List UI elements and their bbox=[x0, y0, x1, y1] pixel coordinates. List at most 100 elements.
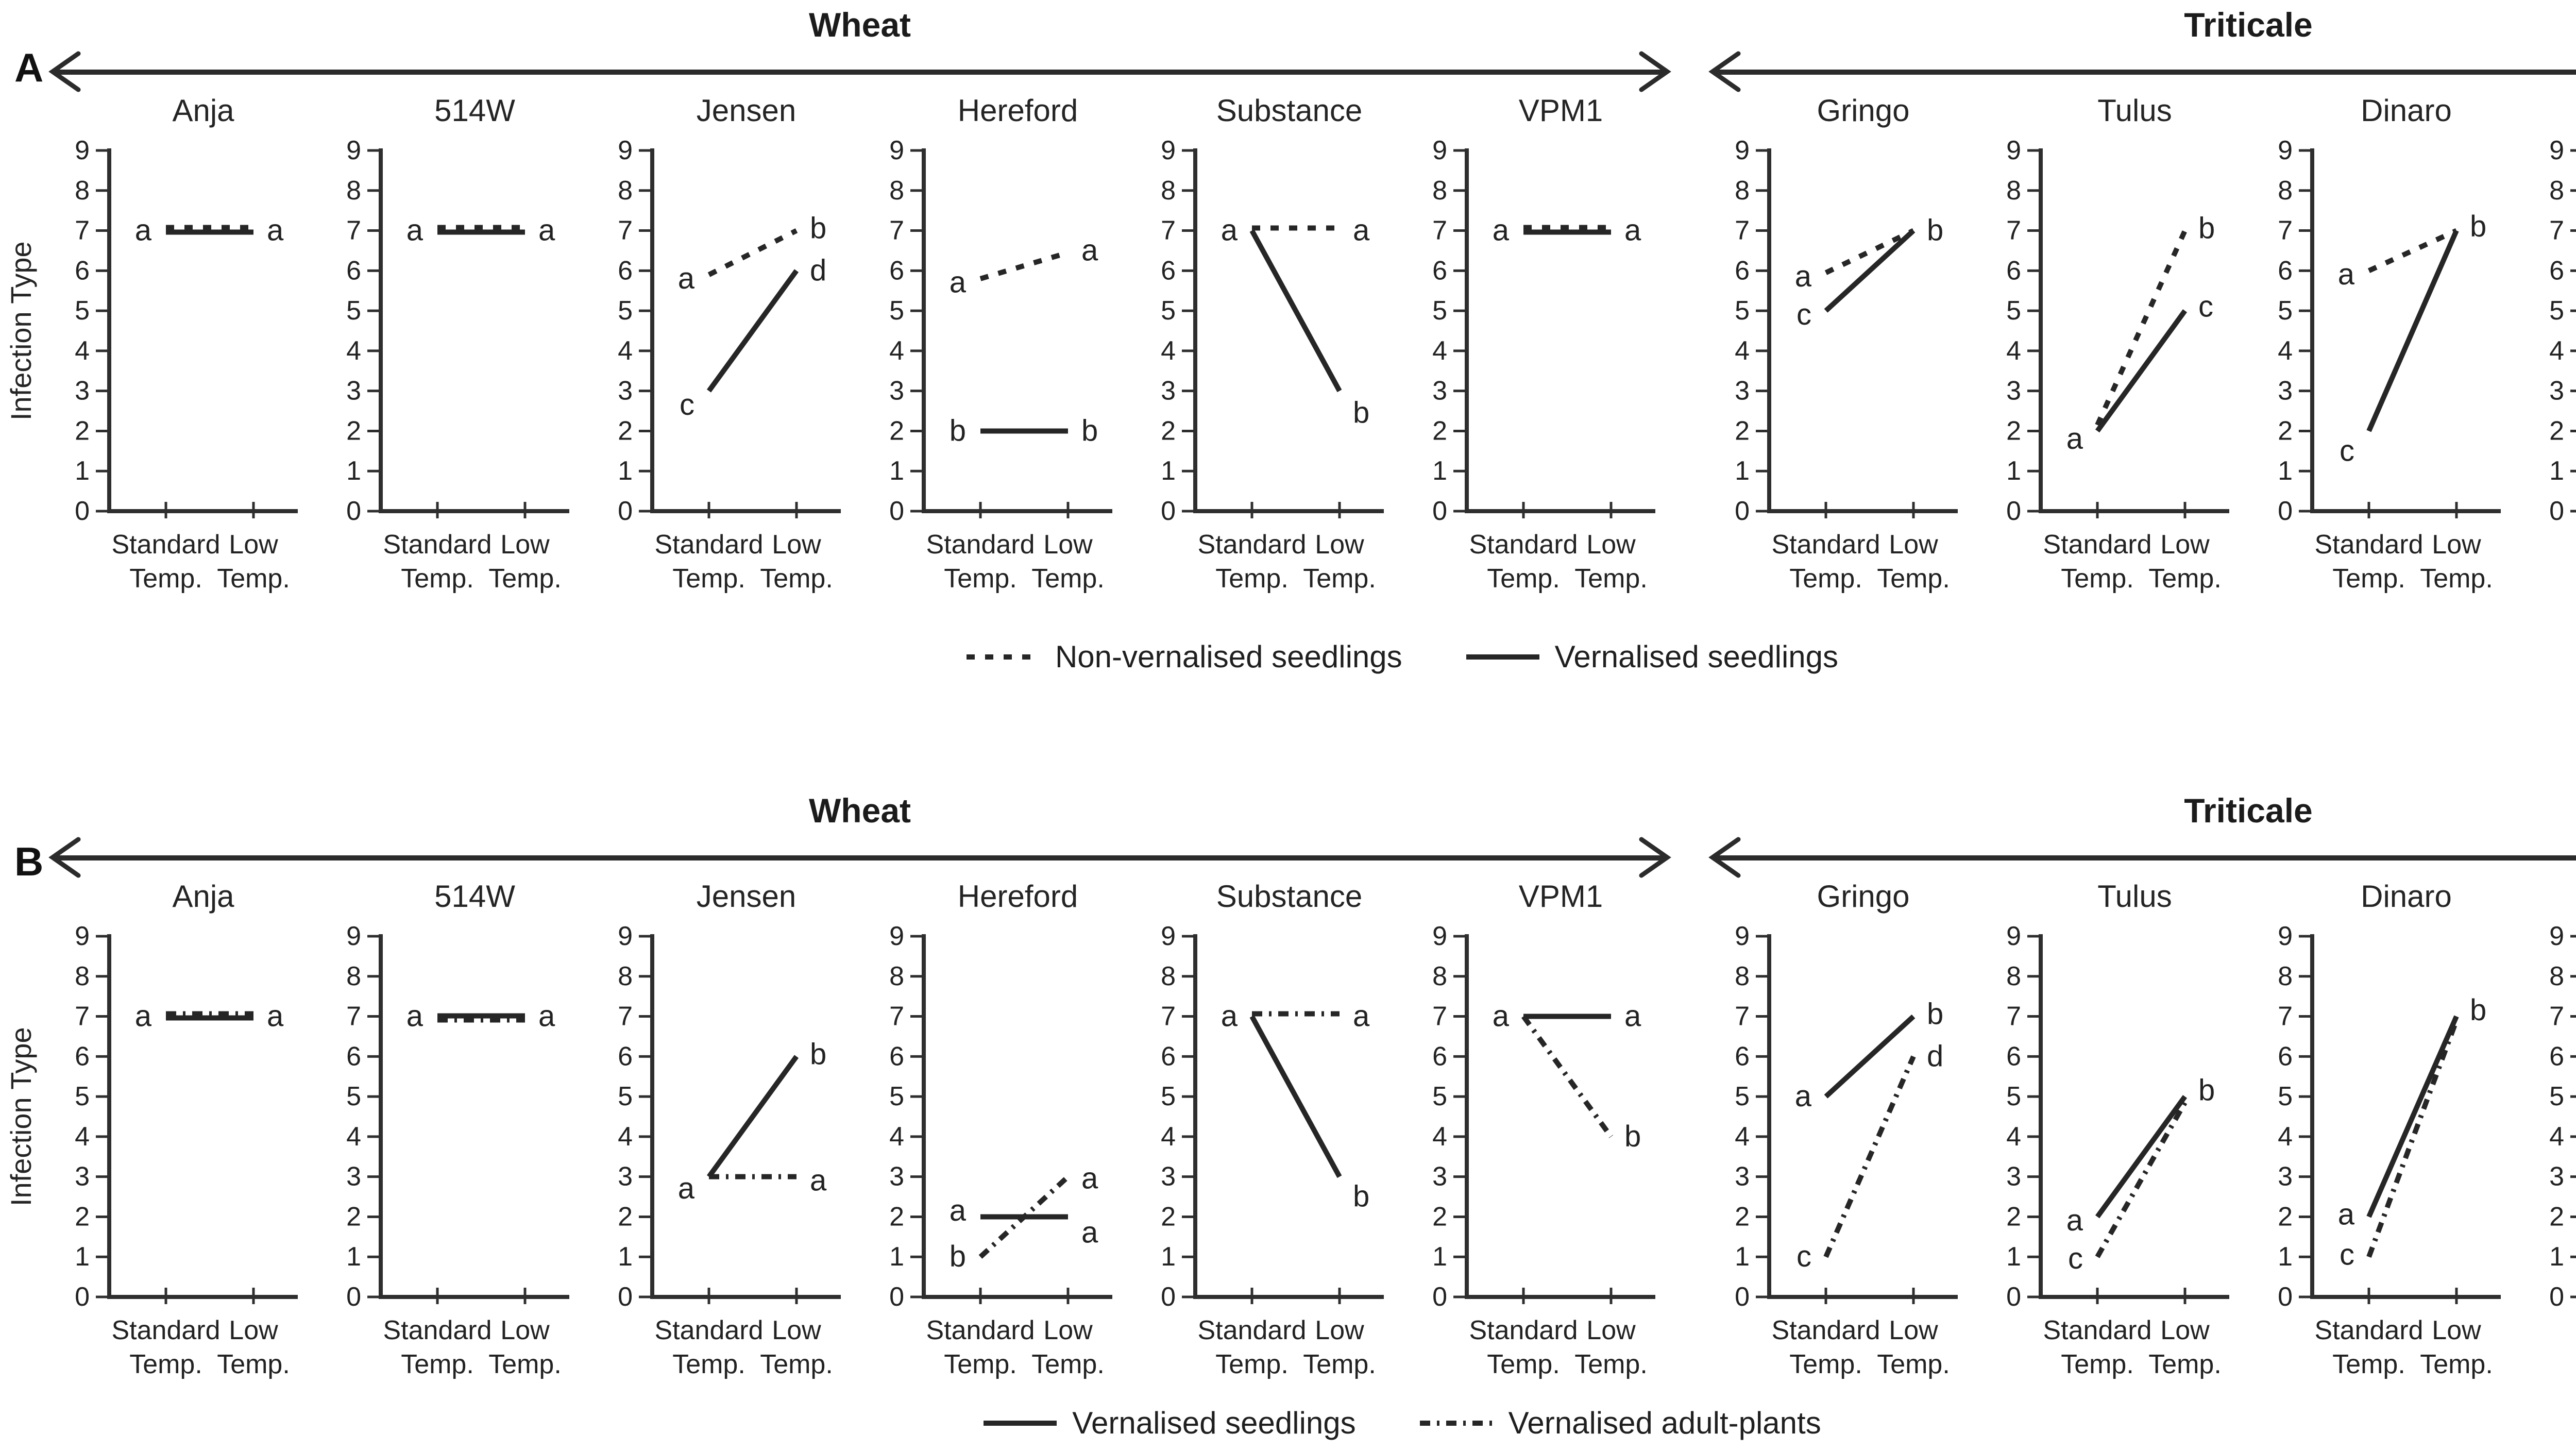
y-tick-label: 9 bbox=[1432, 136, 1447, 165]
x-tick-label: Temp. bbox=[1215, 1349, 1289, 1379]
y-tick-label: 5 bbox=[2278, 1082, 2293, 1111]
series-line-dashed bbox=[2367, 228, 2458, 273]
x-tick-label: Temp. bbox=[2420, 1349, 2493, 1379]
sig-label: c bbox=[1797, 1240, 1811, 1273]
x-tick-label: Temp. bbox=[760, 1349, 833, 1379]
y-tick-label: 2 bbox=[2006, 416, 2021, 446]
wheat-group-header: Wheat bbox=[45, 5, 1674, 92]
x-tick-label: Temp. bbox=[1574, 564, 1648, 594]
y-tick-label: 3 bbox=[1735, 376, 1750, 406]
arrow-shaft bbox=[1716, 855, 2576, 861]
y-tick-label: 9 bbox=[346, 921, 361, 951]
y-tick-label: 6 bbox=[2006, 1041, 2021, 1071]
chart-plot: 0 1 2 3 4 5 6 7 8 9 Standard Temp. Low Temp. a a b bbox=[1432, 921, 1655, 1379]
y-tick-label: 0 bbox=[75, 496, 90, 526]
y-tick-label: 0 bbox=[1432, 1282, 1447, 1312]
x-tick-label: Temp. bbox=[401, 1349, 474, 1379]
x-tick-label: Low bbox=[500, 1315, 550, 1345]
y-tick-label: 4 bbox=[2006, 1122, 2021, 1152]
right-arrowhead-icon bbox=[1639, 51, 1671, 92]
x-tick-label: Temp. bbox=[2332, 1349, 2405, 1379]
chart-cell-travoris: Travoris0123456789StandardTemp.LowTemp.a… bbox=[2520, 92, 2576, 599]
y-tick-label: 1 bbox=[889, 1242, 904, 1272]
y-tick-label: 1 bbox=[75, 1242, 90, 1272]
y-tick-label: 9 bbox=[1735, 921, 1750, 951]
x-tick-label: Temp. bbox=[2148, 1349, 2222, 1379]
group-gap bbox=[1674, 92, 1705, 599]
x-tick-label: Low bbox=[1043, 530, 1093, 560]
y-tick-label: 5 bbox=[346, 1082, 361, 1111]
y-tick-label: 3 bbox=[2278, 376, 2293, 406]
chart-plot: 0 1 2 3 4 5 6 7 8 9 Standard Temp. Low Temp. a c bd bbox=[1735, 921, 1958, 1379]
chart-title: Dinaro bbox=[2361, 93, 2452, 128]
sig-label: a bbox=[2066, 422, 2083, 455]
panel-a-legend: Non-vernalised seedlings Vernalised seed… bbox=[0, 639, 2576, 674]
y-tick-label: 1 bbox=[2006, 456, 2021, 486]
y-tick-label: 3 bbox=[1432, 1162, 1447, 1192]
y-tick-label: 4 bbox=[2278, 1122, 2293, 1152]
y-tick-label: 8 bbox=[2549, 961, 2564, 991]
y-tick-label: 2 bbox=[2549, 416, 2564, 446]
y-tick-label: 8 bbox=[75, 176, 90, 206]
x-tick-label: Temp. bbox=[760, 564, 833, 594]
x-tick-label: Standard bbox=[1197, 530, 1306, 560]
y-tick-label: 0 bbox=[346, 1282, 361, 1312]
y-tick-label: 1 bbox=[346, 456, 361, 486]
chart-plot: 0 1 2 3 4 5 6 7 8 9 Standard Temp. Low Temp. a b a b bbox=[889, 136, 1112, 594]
series-line-dashed bbox=[707, 228, 798, 277]
x-tick-label: Temp. bbox=[2061, 1349, 2134, 1379]
x-tick-label: Standard bbox=[383, 1315, 492, 1345]
y-tick-label: 4 bbox=[1161, 1122, 1176, 1152]
arrow-shaft bbox=[1716, 70, 2576, 75]
y-tick-label: 6 bbox=[889, 256, 904, 285]
sig-label: b bbox=[949, 414, 965, 447]
sig-label: a bbox=[1794, 260, 1811, 293]
y-tick-label: 0 bbox=[2549, 496, 2564, 526]
y-tick-label: 8 bbox=[2006, 961, 2021, 991]
chart-title: Jensen bbox=[696, 879, 796, 914]
panel-a-letter: A bbox=[14, 45, 44, 90]
y-tick-label: 3 bbox=[618, 376, 633, 406]
sig-label: c bbox=[2340, 434, 2354, 467]
y-tick-label: 2 bbox=[1432, 1202, 1447, 1231]
series-line-solid bbox=[2366, 1015, 2459, 1218]
chart-title: Hereford bbox=[957, 879, 1078, 914]
y-tick-label: 4 bbox=[1432, 336, 1447, 366]
x-tick-label: Temp. bbox=[217, 1349, 290, 1379]
y-tick-label: 7 bbox=[2549, 216, 2564, 246]
sig-label: a bbox=[677, 262, 694, 295]
y-tick-label: 6 bbox=[75, 256, 90, 285]
y-tick-label: 8 bbox=[2278, 961, 2293, 991]
y-tick-label: 4 bbox=[346, 1122, 361, 1152]
chart-plot: 0 1 2 3 4 5 6 7 8 9 Standard Temp. Low Temp. a b c bbox=[2006, 136, 2229, 594]
triticale-group-header: Triticale bbox=[1705, 5, 2576, 92]
chart-title: Anja bbox=[172, 93, 234, 128]
x-tick-label: Temp. bbox=[129, 1349, 202, 1379]
y-tick-label: 7 bbox=[346, 1002, 361, 1032]
sig-label: d bbox=[810, 254, 826, 287]
y-tick-label: 8 bbox=[2549, 176, 2564, 206]
wheat-range-arrow bbox=[45, 48, 1674, 95]
sig-label: c bbox=[1797, 298, 1811, 331]
y-tick-label: 7 bbox=[889, 216, 904, 246]
chart-plot: 0 1 2 3 4 5 6 7 8 9 Standard Temp. Low Temp. a a bbox=[346, 921, 569, 1379]
sig-label: a bbox=[538, 214, 555, 247]
series-line-dashdot bbox=[2095, 1101, 2187, 1258]
y-tick-label: 0 bbox=[2006, 496, 2021, 526]
x-tick-label: Low bbox=[1315, 530, 1364, 560]
y-tick-label: 1 bbox=[1161, 456, 1176, 486]
x-tick-label: Standard bbox=[111, 530, 220, 560]
chart-plot: 0 1 2 3 4 5 6 7 8 9 Standard Temp. Low Temp. a a b bbox=[1161, 921, 1384, 1379]
y-tick-label: 3 bbox=[1161, 1162, 1176, 1192]
sig-label: b bbox=[2470, 993, 2486, 1027]
y-tick-label: 5 bbox=[75, 1082, 90, 1111]
y-tick-label: 0 bbox=[1735, 496, 1750, 526]
wheat-range-arrow bbox=[45, 834, 1674, 881]
y-tick-label: 8 bbox=[1161, 176, 1176, 206]
y-tick-label: 2 bbox=[1161, 416, 1176, 446]
y-tick-label: 1 bbox=[618, 1242, 633, 1272]
y-tick-label: 6 bbox=[1161, 256, 1176, 285]
chart-cell-anja: Anja 0 1 2 3 4 5 6 7 8 9 Standard Temp. Low Temp. a a bbox=[45, 878, 317, 1385]
